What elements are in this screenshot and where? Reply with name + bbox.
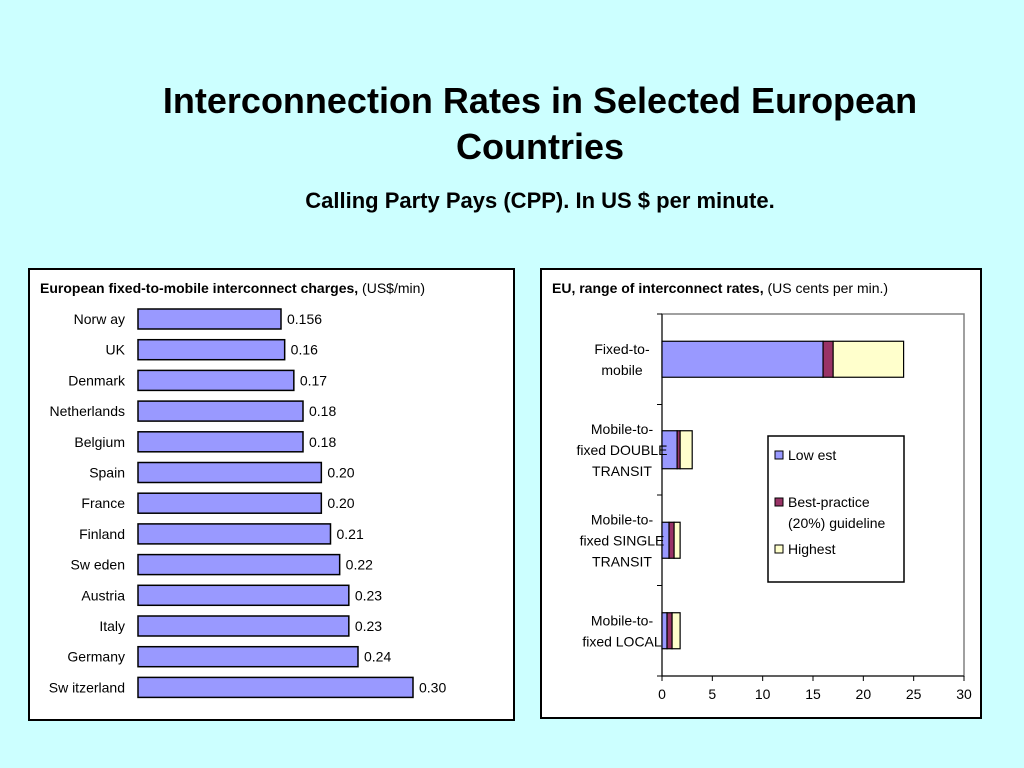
segment-2-1 (668, 521, 675, 559)
category-label-3: Netherlands (50, 403, 126, 419)
x-tick-label-3: 15 (805, 686, 821, 702)
category-label-9: Austria (81, 587, 125, 603)
segment-0-2 (832, 340, 905, 378)
x-tick-label-6: 30 (956, 686, 972, 702)
legend-swatch-0 (774, 450, 784, 460)
bar-11 (137, 645, 359, 668)
left-chart-title: European fixed-to-mobile interconnect ch… (40, 280, 425, 296)
category-label-6: France (81, 495, 125, 511)
left-chart-title-unit: (US$/min) (358, 280, 426, 296)
segment-2-2 (673, 521, 681, 559)
bar-6 (137, 492, 323, 514)
category-label-5: Spain (89, 465, 125, 481)
bar-3 (137, 400, 304, 422)
legend-label-1-1: (20%) guideline (788, 515, 885, 531)
category-label-0: Norw ay (74, 311, 125, 327)
category-label-7: Finland (79, 526, 125, 542)
left-chart-title-bold: European fixed-to-mobile interconnect ch… (40, 280, 359, 296)
legend-label-2-0: Highest (788, 541, 836, 557)
value-label-9: 0.23 (355, 587, 382, 603)
x-tick-label-0: 0 (658, 686, 666, 702)
category-label-2-2: TRANSIT (592, 553, 652, 569)
x-tick-label-4: 20 (856, 686, 872, 702)
segment-3-2 (671, 612, 681, 650)
value-label-7: 0.21 (337, 526, 364, 542)
category-label-4: Belgium (74, 434, 125, 450)
bar-5 (137, 461, 323, 484)
legend-box (767, 435, 905, 583)
category-label-12: Sw itzerland (49, 679, 125, 695)
category-label-3-1: fixed LOCAL (582, 633, 662, 649)
bar-8 (137, 553, 341, 576)
value-label-5: 0.20 (327, 465, 354, 481)
legend-label-0-0: Low est (788, 447, 836, 463)
bar-9 (137, 584, 350, 607)
bar-1 (137, 338, 286, 361)
eu-range-chart-panel: EU, range of interconnect rates, (US cen… (540, 268, 982, 719)
bar-4 (137, 431, 304, 453)
category-label-8: Sw eden (71, 557, 125, 573)
value-label-4: 0.18 (309, 434, 336, 450)
value-label-10: 0.23 (355, 618, 382, 634)
x-tick-label-5: 25 (906, 686, 922, 702)
slide-title-line1: Interconnection Rates in Selected Europe… (162, 80, 918, 121)
bar-7 (137, 523, 332, 545)
value-label-1: 0.16 (291, 342, 318, 358)
right-chart-title-unit: (US cents per min.) (763, 280, 889, 296)
category-label-2: Denmark (68, 372, 126, 388)
segment-0-1 (822, 340, 834, 378)
bar-0 (137, 308, 282, 330)
category-label-0-1: mobile (601, 362, 642, 378)
fixed-to-mobile-bar-chart: Norw ay 0.156 UK 0.16 Denmark 0.17 Netherlands… (49, 308, 446, 699)
value-label-11: 0.24 (364, 649, 391, 665)
category-label-2-0: Mobile-to- (591, 511, 654, 527)
slide-title-line2: Countries (455, 126, 624, 167)
value-label-0: 0.156 (287, 311, 322, 327)
category-label-1-2: TRANSIT (592, 463, 652, 479)
fixed-to-mobile-chart-panel: European fixed-to-mobile interconnect ch… (28, 268, 515, 721)
value-label-3: 0.18 (309, 403, 336, 419)
category-label-0-0: Fixed-to- (594, 341, 650, 357)
slide-subtitle: Calling Party Pays (CPP). In US $ per mi… (305, 188, 775, 213)
category-label-10: Italy (99, 618, 125, 634)
category-label-1-1: fixed DOUBLE (576, 442, 667, 458)
segment-1-2 (679, 430, 693, 470)
bar-10 (137, 615, 350, 637)
value-label-2: 0.17 (300, 372, 327, 388)
segment-3-1 (666, 612, 673, 650)
value-label-8: 0.22 (346, 557, 373, 573)
value-label-12: 0.30 (419, 679, 446, 695)
x-tick-label-1: 5 (708, 686, 716, 702)
right-chart-title: EU, range of interconnect rates, (US cen… (552, 280, 888, 296)
category-label-3-0: Mobile-to- (591, 612, 654, 628)
category-label-2-1: fixed SINGLE (580, 532, 665, 548)
category-label-1: UK (106, 342, 126, 358)
category-label-1-0: Mobile-to- (591, 421, 654, 437)
segment-3-0 (661, 612, 668, 650)
legend-swatch-2 (774, 544, 784, 554)
legend-label-1-0: Best-practice (788, 494, 870, 510)
value-label-6: 0.20 (327, 495, 354, 511)
bar-2 (137, 369, 295, 392)
right-chart-title-bold: EU, range of interconnect rates, (552, 280, 764, 296)
bar-12 (137, 676, 414, 699)
segment-0-0 (661, 340, 824, 378)
legend-swatch-1 (774, 497, 784, 507)
category-label-11: Germany (67, 649, 125, 665)
slide-title: Interconnection Rates in Selected Europe… (100, 78, 980, 170)
x-tick-label-2: 10 (755, 686, 771, 702)
eu-range-stacked-bar-chart: Fixed-to-mobile Mobile-to-fixed DOUBLE TRA… (576, 313, 972, 702)
